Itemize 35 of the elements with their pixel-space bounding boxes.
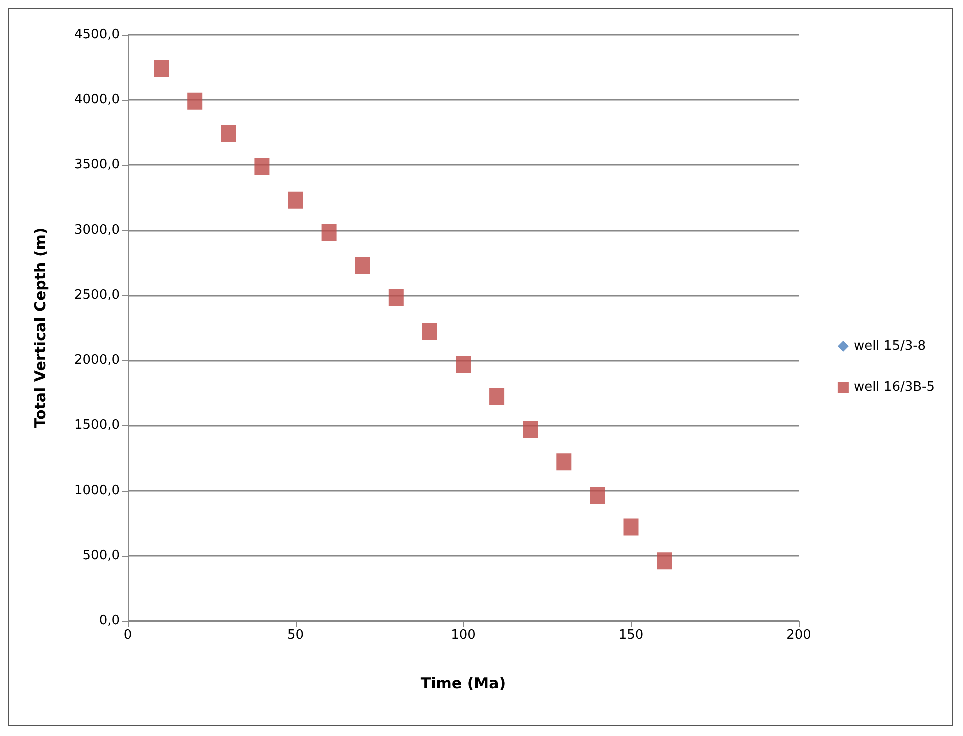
y-tick-label: 0,0 — [99, 614, 120, 628]
point — [388, 290, 404, 307]
y-axis-title: Total Vertical Cepth (m) — [32, 228, 50, 428]
x-tick-label: 0 — [124, 628, 132, 643]
y-tick-label: 4500,0 — [74, 28, 120, 42]
point — [456, 356, 471, 373]
point — [154, 60, 170, 78]
point — [523, 421, 538, 438]
point — [254, 158, 270, 176]
y-tick-label: 500,0 — [82, 548, 120, 564]
x-tick-label: 50 — [287, 628, 304, 643]
point — [657, 552, 672, 570]
y-tick-label: 1000,0 — [74, 483, 120, 498]
x-axis-title: Time (Ma) — [420, 674, 506, 692]
point — [322, 224, 337, 242]
legend-label: well 16/3B-5 — [854, 380, 936, 395]
point — [624, 518, 639, 536]
point — [422, 323, 438, 340]
x-tick-label: 100 — [451, 628, 476, 643]
y-tick-label: 1500,0 — [74, 418, 120, 434]
x-tick-label: 200 — [786, 628, 812, 643]
point — [188, 92, 203, 110]
y-tick-label: 4000,0 — [74, 92, 120, 108]
x-tick-label: 150 — [618, 628, 644, 643]
point — [288, 192, 304, 209]
point — [590, 487, 606, 504]
y-tick-label: 2000,0 — [74, 353, 120, 368]
y-tick-label: 3000,0 — [74, 222, 120, 238]
point — [556, 454, 572, 471]
y-tick-label: 2500,0 — [74, 288, 120, 303]
legend-label: well 15/3-8 — [854, 339, 926, 354]
point — [490, 388, 505, 406]
point — [355, 256, 370, 274]
point — [221, 125, 236, 142]
y-tick-label: 3500,0 — [74, 158, 120, 173]
